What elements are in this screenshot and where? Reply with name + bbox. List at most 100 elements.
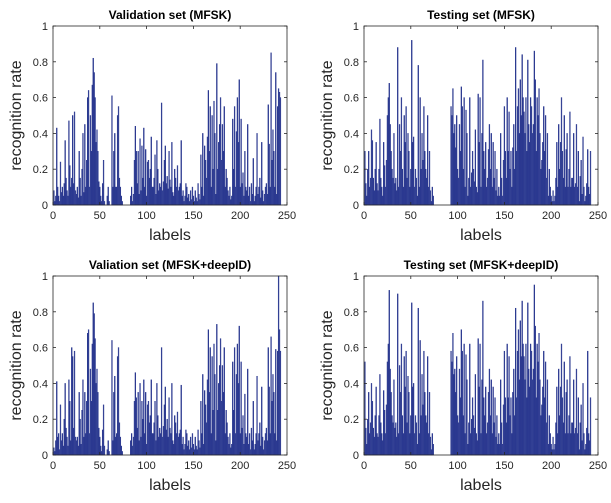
bar [258,194,259,205]
bar [468,178,469,205]
bar [571,178,572,205]
bar [55,196,56,205]
bar [372,401,373,455]
bar [224,107,225,205]
bar [169,151,170,205]
bar [534,285,535,455]
bar [164,405,165,455]
bar [186,434,187,455]
bar [476,434,477,455]
bar [61,192,62,205]
bar [556,142,557,205]
bar [180,184,181,205]
bar [517,351,518,455]
bar [519,133,520,205]
bar [58,434,59,455]
bar [235,187,236,205]
bar [466,355,467,455]
bar [82,169,83,205]
bar [499,444,500,455]
bar [230,200,231,205]
bar [85,187,86,205]
y-tick-label: 0 [42,450,48,462]
y-tick-label: 0.4 [33,378,48,390]
bar [386,160,387,205]
bar [412,142,413,205]
bar [134,160,135,205]
bar [157,141,158,205]
bar [219,366,220,456]
bar [270,187,271,205]
y-tick-label: 0.8 [344,307,359,319]
bar [62,434,63,455]
bar [63,196,64,205]
bar [516,151,517,205]
bar [465,434,466,455]
bar [579,450,580,455]
bar [493,142,494,205]
bar [402,416,403,455]
bar [69,121,70,205]
bar [552,450,553,455]
bar [65,383,66,455]
bar [586,184,587,205]
bar [61,441,62,455]
bar [104,201,105,205]
bar [543,107,544,205]
bar [118,348,119,455]
bar [411,40,412,205]
bar [243,173,244,205]
bar [496,191,497,205]
bar [555,444,556,455]
bar [137,184,138,205]
bar [580,423,581,455]
bar [384,166,385,205]
bar [407,178,408,205]
bar [432,187,433,205]
bar [394,133,395,205]
bar [191,448,192,455]
bar [280,98,281,205]
bar [525,133,526,205]
bar [274,187,275,205]
bar [575,428,576,455]
bar [472,151,473,205]
bar [62,187,63,205]
subplot-4: 0 50 100 150 200 25000.20.40.60.81Testing set… [319,258,607,494]
bar [527,60,528,205]
bar [489,124,490,205]
bar [149,178,150,205]
bar [98,151,99,205]
bar [464,344,465,455]
bar [571,423,572,455]
bar [370,178,371,205]
y-tick-label: 0.8 [33,57,48,69]
bar [396,191,397,205]
bar [275,349,276,455]
bar [490,169,491,205]
bar [452,362,453,455]
bar [84,124,85,205]
bar [260,446,261,455]
x-tick-label: 250 [589,460,607,472]
bar [161,348,162,455]
bar [66,428,67,455]
bar [400,151,401,205]
bar [114,376,115,455]
chart-title: Valiation set (MFSK+deepID) [89,258,251,272]
bar [114,133,115,205]
bar [558,369,559,455]
bar [500,133,501,205]
bar [555,196,556,205]
bar [60,405,61,455]
bar [539,333,540,455]
bar [55,201,56,205]
bar [89,434,90,455]
x-axis-label: labels [149,477,191,494]
bar [130,196,131,205]
y-tick-label: 1 [42,21,48,33]
bar [92,85,93,205]
bar [584,187,585,205]
bar [133,194,134,205]
bar [187,446,188,455]
